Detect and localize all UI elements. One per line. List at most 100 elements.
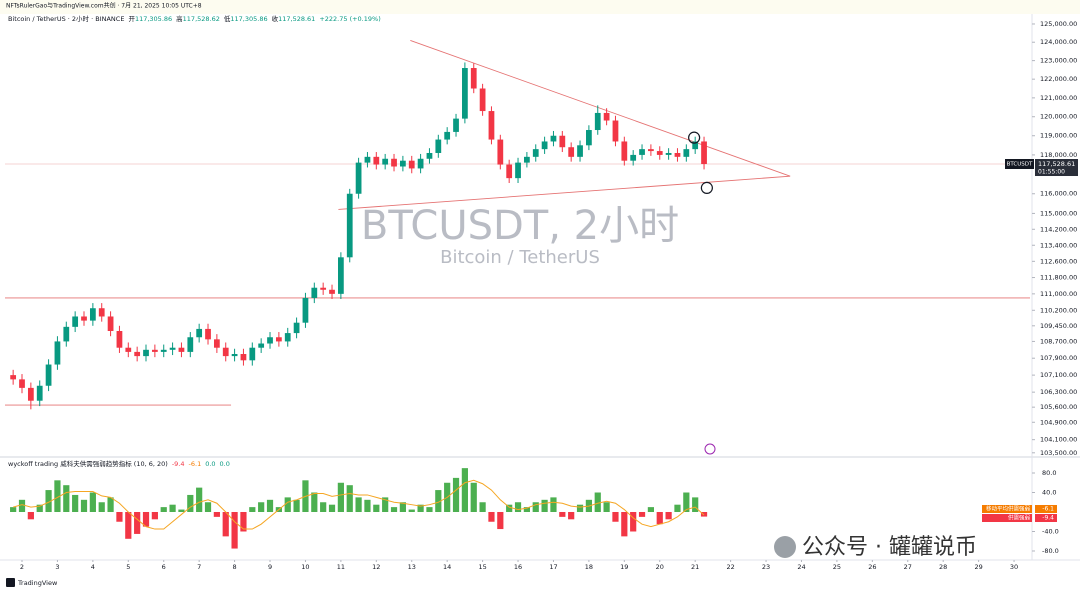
candle-body [648, 149, 654, 152]
histogram-bar [222, 511, 229, 537]
candle-body [524, 156, 530, 163]
candle-body [568, 147, 575, 157]
histogram-bar [187, 494, 194, 512]
histogram-bar [576, 504, 584, 512]
legend-value-box [1035, 505, 1057, 513]
histogram-bar [408, 509, 415, 512]
histogram-bar [461, 468, 468, 512]
x-tick-label: 28 [939, 563, 947, 571]
candle-body [391, 158, 397, 167]
histogram-bar [116, 511, 123, 522]
x-tick-label: 27 [904, 563, 912, 571]
histogram-bar [435, 490, 442, 512]
candle-body [72, 316, 79, 327]
x-tick-label: 19 [620, 563, 628, 571]
candle-body [400, 160, 406, 167]
y-tick-label: 115,000.00 [1040, 209, 1077, 217]
y-tick-label: 118,000.00 [1040, 151, 1077, 159]
credit: NFTsRulerGao与TradingView.com共创 · 7月 21, … [6, 2, 202, 10]
candle-body [54, 341, 61, 365]
wechat-icon [774, 536, 796, 558]
candle-body [240, 354, 247, 361]
histogram-bar [514, 502, 522, 512]
histogram-bar [160, 507, 167, 512]
histogram-bar [470, 482, 477, 512]
symbol: Bitcoin / TetherUS · 2小时 · BINANCE [8, 14, 124, 23]
histogram-bar [80, 499, 88, 512]
countdown: 01:55:00 [1038, 169, 1065, 176]
y-tick-label: 106,300.00 [1040, 388, 1077, 396]
candle-body [10, 375, 17, 380]
histogram-bar [541, 499, 548, 512]
candle-body [125, 347, 132, 352]
legend-name-box [982, 505, 1032, 513]
histogram-bar [107, 497, 114, 512]
candle-body [151, 349, 158, 352]
candle-body [497, 139, 504, 165]
histogram-bar [293, 499, 300, 512]
candle-body [249, 347, 256, 361]
ma-line [13, 479, 705, 530]
candle-body [444, 131, 451, 140]
marker-circle [688, 131, 701, 144]
x-tick-label: 7 [197, 563, 201, 571]
candle-body [612, 120, 619, 142]
y-tick-label: 124,000.00 [1040, 38, 1077, 46]
candle-body [577, 145, 583, 157]
candle-body [169, 347, 176, 350]
candle-body [382, 158, 389, 165]
y-tick-label: 112,600.00 [1040, 257, 1077, 265]
histogram-bar [328, 504, 336, 512]
histogram-bar [399, 502, 406, 512]
y-tick-label: 121,000.00 [1040, 94, 1077, 102]
histogram-bar [426, 507, 433, 512]
ohlc-label: 收 [272, 14, 279, 23]
histogram-bar [178, 509, 185, 512]
candle-body [426, 152, 433, 159]
candle-body [559, 135, 566, 148]
histogram-bar [311, 492, 318, 512]
x-tick-label: 30 [1010, 563, 1018, 571]
histogram-bar [125, 511, 132, 539]
tv-logo [6, 578, 15, 587]
candle-body [674, 152, 681, 157]
candle-body [178, 347, 185, 352]
candle-body [435, 139, 442, 153]
trendline [338, 175, 791, 210]
candle-body [258, 343, 265, 348]
x-tick-label: 22 [726, 563, 734, 571]
histogram-bar [134, 511, 141, 534]
event-icon[interactable] [704, 443, 716, 455]
x-tick-label: 14 [443, 563, 451, 571]
symbol-box [1005, 159, 1034, 170]
histogram-bar [532, 502, 539, 512]
histogram-bar [452, 477, 460, 512]
candle-body [284, 333, 291, 342]
x-tick-label: 10 [301, 563, 309, 571]
candle-body [187, 337, 194, 352]
candle-body [586, 130, 592, 146]
x-tick-label: 15 [478, 563, 486, 571]
y-tick-label: 110,200.00 [1040, 306, 1077, 314]
candle-body [515, 162, 521, 179]
y-tick-label: 80.0 [1042, 469, 1056, 477]
ohlc-label: 开 [128, 15, 135, 23]
legend-name: 移动平均供需强弱 [986, 505, 1031, 513]
candle-body [81, 316, 87, 321]
histogram-bar [373, 504, 380, 512]
histogram-bar [647, 507, 654, 512]
indicator-value: 0.0 [220, 460, 230, 468]
histogram-bar [665, 511, 672, 520]
histogram-bar [594, 492, 601, 512]
candle-body [594, 112, 601, 131]
x-tick-label: 4 [91, 563, 95, 571]
candle-body [107, 316, 114, 332]
x-tick-label: 24 [797, 563, 805, 571]
trendline [410, 39, 791, 177]
histogram-bar [692, 497, 699, 512]
marker-circle [700, 181, 713, 194]
candle-body [541, 141, 548, 150]
histogram-bar [98, 502, 105, 512]
histogram-bar [479, 502, 486, 512]
